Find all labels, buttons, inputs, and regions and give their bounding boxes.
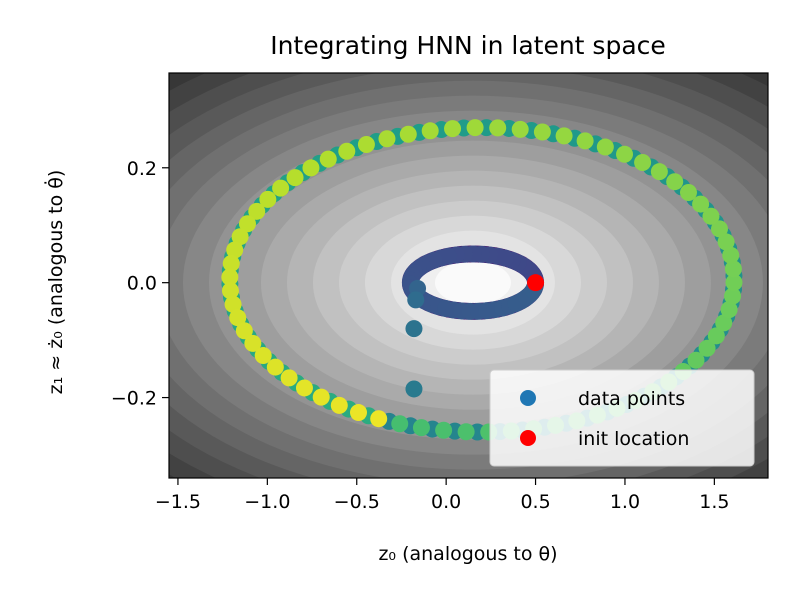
x-tick-label: 0.5 <box>520 491 550 513</box>
x-tick-label: 0.0 <box>431 491 461 513</box>
legend-label-init-location: init location <box>578 428 689 450</box>
data-point <box>231 228 249 246</box>
data-point <box>280 369 298 387</box>
data-point <box>511 120 529 138</box>
data-point <box>295 379 313 397</box>
legend-marker-init-location <box>520 430 536 446</box>
data-point <box>244 334 262 352</box>
data-point <box>235 322 253 340</box>
scatter-points <box>221 119 743 441</box>
legend-box <box>489 369 755 467</box>
data-point <box>229 309 247 327</box>
data-point <box>555 127 573 145</box>
x-tick-label: −1.5 <box>155 491 201 513</box>
data-point <box>707 327 725 345</box>
data-point <box>221 268 239 286</box>
data-point <box>722 246 740 264</box>
data-point <box>576 132 594 150</box>
data-point <box>710 220 728 238</box>
x-tick-label: −1.0 <box>244 491 290 513</box>
data-point <box>666 173 684 191</box>
x-tick-label: 1.5 <box>699 491 729 513</box>
plot-frame <box>168 72 769 479</box>
data-point <box>435 421 453 439</box>
data-point <box>357 135 375 153</box>
data-point <box>391 415 409 433</box>
x-tick-label: −0.5 <box>334 491 380 513</box>
legend-marker-data-points <box>520 390 536 406</box>
data-point <box>489 119 507 137</box>
x-tick-label: 1.0 <box>610 491 640 513</box>
data-point <box>399 125 417 143</box>
data-point <box>259 190 277 208</box>
data-point <box>266 358 284 376</box>
data-point <box>717 233 735 251</box>
data-point <box>702 207 720 225</box>
legend: data points init location <box>489 369 755 467</box>
data-point <box>466 119 484 137</box>
data-point <box>312 388 330 406</box>
data-point <box>616 145 634 163</box>
data-point <box>444 120 462 138</box>
x-axis-ticks: −1.5 −1.0 −0.5 0.0 0.5 1.0 1.5 <box>155 478 729 513</box>
data-point <box>533 123 551 141</box>
data-point <box>286 169 304 187</box>
data-point <box>720 301 738 319</box>
data-point <box>724 260 742 278</box>
data-point <box>457 423 475 441</box>
data-point <box>378 130 396 148</box>
contour-level-0 <box>434 260 511 305</box>
data-point <box>370 410 388 428</box>
y-tick-label: −0.2 <box>111 388 157 410</box>
x-axis-label: z₀ (analogous to θ) <box>378 543 557 565</box>
data-point <box>715 314 733 332</box>
data-point <box>634 153 652 171</box>
data-point <box>407 291 425 309</box>
data-point <box>222 254 240 272</box>
data-point <box>724 287 742 305</box>
data-point <box>725 274 743 292</box>
data-point <box>248 202 266 220</box>
data-point <box>254 347 272 365</box>
y-tick-label: 0.0 <box>127 273 157 295</box>
y-axis-ticks: −0.2 0.0 0.2 <box>111 158 169 410</box>
data-point <box>698 339 716 357</box>
data-point <box>226 241 244 259</box>
data-point <box>596 138 614 156</box>
data-point <box>650 163 668 181</box>
chart-title: Integrating HNN in latent space <box>270 31 666 60</box>
data-point <box>412 419 430 437</box>
data-point <box>238 215 256 233</box>
data-point <box>338 142 356 160</box>
data-point <box>330 396 348 414</box>
data-point <box>692 195 710 213</box>
data-point <box>221 282 239 300</box>
data-point <box>272 179 290 197</box>
data-point <box>224 295 242 313</box>
y-axis-label: z₁ ≈ ż₀ (analogous to θ̇) <box>43 170 67 395</box>
data-point <box>687 351 705 369</box>
data-point <box>679 184 697 202</box>
data-point <box>421 122 439 140</box>
legend-label-data-points: data points <box>578 388 685 410</box>
data-point <box>405 380 423 398</box>
data-point <box>405 320 423 338</box>
data-point <box>302 159 320 177</box>
y-tick-label: 0.2 <box>127 158 157 180</box>
init-location-point <box>527 274 545 292</box>
data-point <box>319 150 337 168</box>
data-point <box>350 404 368 422</box>
